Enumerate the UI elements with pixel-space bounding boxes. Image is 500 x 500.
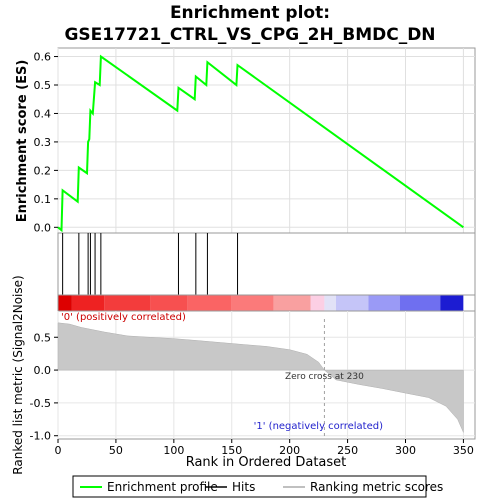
- x-tick-label: 0: [55, 444, 62, 457]
- metric-y-tick-label: 0.5: [34, 331, 52, 344]
- metric-y-axis-label: Ranked list metric (Signal2Noise): [11, 275, 25, 474]
- es-y-tick-label: 0.2: [34, 164, 52, 177]
- chart-title-line-1: Enrichment plot:: [170, 3, 330, 23]
- metric-y-tick-label: 0.0: [34, 364, 52, 377]
- x-tick-label: 200: [279, 444, 300, 457]
- x-tick-label: 100: [163, 444, 184, 457]
- es-y-tick-label: 0.4: [34, 107, 52, 120]
- x-tick-label: 150: [221, 444, 242, 457]
- heatmap-segment: [399, 295, 441, 311]
- es-y-axis: 0.0 0.1 0.2 0.3 0.4 0.5 0.6: [34, 51, 58, 234]
- es-y-tick-label: 0.6: [34, 51, 52, 64]
- x-tick-label: 300: [395, 444, 416, 457]
- negative-correlation-annotation: '1' (negatively correlated): [254, 421, 383, 432]
- heatmap-segment: [58, 295, 72, 311]
- heatmap-segment: [231, 295, 274, 311]
- zero-cross-annotation: Zero cross at 230: [285, 372, 364, 382]
- x-tick-label: 250: [337, 444, 358, 457]
- es-panel: [57, 47, 476, 234]
- es-y-tick-label: 0.3: [34, 136, 52, 149]
- metric-y-tick-label: -1.0: [30, 430, 51, 443]
- metric-y-axis: 0.5 0.0 -0.5 -1.0: [30, 331, 58, 443]
- heatmap-tail: [463, 295, 475, 311]
- chart-title-line-2: GSE17721_CTRL_VS_CPG_2H_BMDC_DN: [64, 25, 435, 45]
- hit-lines: [62, 233, 239, 295]
- legend-label: Hits: [232, 480, 255, 494]
- positive-correlation-annotation: '0' (positively correlated): [61, 312, 186, 323]
- rank-heatmap-bar: [58, 295, 475, 311]
- heatmap-segment: [104, 295, 151, 311]
- heatmap-segment: [336, 295, 369, 311]
- heatmap-segment: [150, 295, 188, 311]
- heatmap-segment: [440, 295, 464, 311]
- ranking-metric-area: [57, 322, 464, 433]
- heatmap-segment: [368, 295, 400, 311]
- heatmap-segment: [324, 295, 336, 311]
- es-y-axis-label: Enrichment score (ES): [15, 60, 30, 223]
- heatmap-segment: [310, 295, 325, 311]
- heatmap-segment: [71, 295, 105, 311]
- x-axis-label: Rank in Ordered Dataset: [186, 455, 347, 470]
- x-tick-label: 50: [109, 444, 123, 457]
- metric-y-tick-label: -0.5: [30, 397, 51, 410]
- heatmap-segment: [273, 295, 311, 311]
- legend-box: [72, 475, 427, 498]
- x-tick-label: 350: [453, 444, 474, 457]
- hits-panel: [57, 232, 476, 296]
- legend: Enrichment profile Hits Ranking metric sco…: [80, 480, 443, 494]
- legend-label: Ranking metric scores: [310, 480, 443, 494]
- es-y-tick-label: 0.0: [34, 221, 52, 234]
- es-y-tick-label: 0.1: [34, 193, 52, 206]
- legend-label: Enrichment profile: [107, 480, 218, 494]
- enrichment-profile-line: [57, 54, 464, 233]
- x-axis: 0 50 100 150 200 250 300 350: [55, 439, 474, 457]
- heatmap-segment: [187, 295, 232, 311]
- es-y-tick-label: 0.5: [34, 79, 52, 92]
